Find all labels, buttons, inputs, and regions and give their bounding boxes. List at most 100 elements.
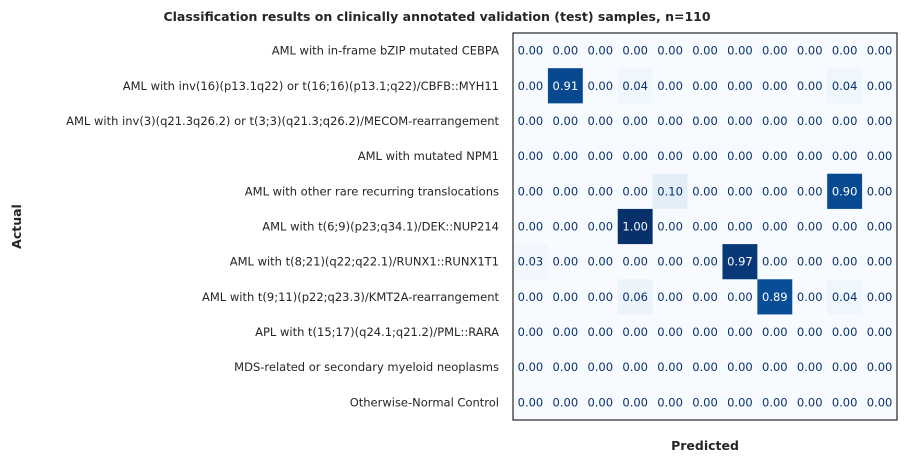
heatmap-cell xyxy=(862,384,898,421)
cell-value-label: 0.00 xyxy=(587,44,613,58)
cell-value-label: 0.90 xyxy=(832,184,858,198)
cell-value-label: 0.00 xyxy=(657,290,683,304)
cell-value-label: 0.00 xyxy=(553,114,579,128)
cell-value-label: 0.00 xyxy=(553,220,579,234)
heatmap-cell xyxy=(792,349,828,386)
heatmap-cell xyxy=(722,244,758,280)
heatmap-cell xyxy=(547,33,584,69)
heatmap-cell xyxy=(757,173,793,210)
cell-value-label: 0.00 xyxy=(518,79,544,93)
cell-value-label: 0.00 xyxy=(727,220,753,234)
cell-value-label: 1.00 xyxy=(622,220,648,234)
cell-value-label: 0.00 xyxy=(657,255,683,269)
cell-value-label: 0.00 xyxy=(867,290,893,304)
heatmap-cell xyxy=(582,349,619,386)
cell-value-label: 0.00 xyxy=(762,360,788,374)
heatmap-cell xyxy=(617,208,654,245)
cell-value-label: 0.00 xyxy=(727,395,753,409)
cell-value-label: 0.00 xyxy=(867,44,893,58)
heatmap-cell xyxy=(617,33,654,69)
heatmap-cell xyxy=(513,68,549,104)
heatmap-cell xyxy=(582,138,619,175)
heatmap-cell xyxy=(652,244,688,280)
cell-value-label: 0.00 xyxy=(657,325,683,339)
cell-value-label: 0.00 xyxy=(657,44,683,58)
plot-frame xyxy=(512,32,898,421)
heatmap-cell xyxy=(617,138,654,175)
heatmap-cell xyxy=(513,173,549,210)
heatmap-cell xyxy=(547,138,584,175)
cell-value-label: 0.00 xyxy=(518,360,544,374)
cell-value-label: 0.00 xyxy=(762,184,788,198)
heatmap-cell xyxy=(652,33,688,69)
heatmap-cell xyxy=(862,103,898,139)
cell-value-label: 0.00 xyxy=(832,360,858,374)
cell-value-label: 0.00 xyxy=(867,220,893,234)
heatmap-cell xyxy=(792,208,828,245)
heatmap-cell xyxy=(582,33,619,69)
row-tick-label: AML with in-frame bZIP mutated CEBPA xyxy=(272,44,499,58)
heatmap-cell xyxy=(827,314,863,351)
cell-value-label: 0.00 xyxy=(867,360,893,374)
heatmap-cell xyxy=(652,103,688,139)
cell-value-label: 0.00 xyxy=(692,255,718,269)
cell-value-label: 0.00 xyxy=(692,220,718,234)
cell-value-label: 0.00 xyxy=(518,395,544,409)
heatmap-cell xyxy=(513,279,549,315)
heatmap-cell xyxy=(757,33,793,69)
cell-value-label: 0.00 xyxy=(622,184,648,198)
cell-value-label: 0.00 xyxy=(797,79,823,93)
cell-value-label: 0.00 xyxy=(587,360,613,374)
heatmap-cell xyxy=(757,349,793,386)
cell-value-label: 0.00 xyxy=(622,325,648,339)
heatmap-cell xyxy=(617,244,654,280)
cell-value-label: 0.00 xyxy=(797,184,823,198)
heatmap-cell xyxy=(547,173,584,210)
row-tick-label: AML with inv(16)(p13.1q22) or t(16;16)(p… xyxy=(123,79,499,93)
heatmap-cell xyxy=(687,138,723,175)
heatmap-cell xyxy=(652,384,688,421)
cell-value-label: 0.00 xyxy=(797,44,823,58)
cell-value-label: 0.00 xyxy=(657,79,683,93)
heatmap-cell xyxy=(687,33,723,69)
heatmap-cell xyxy=(582,173,619,210)
row-tick-label: AML with t(6;9)(p23;q34.1)/DEK::NUP214 xyxy=(262,220,499,234)
heatmap-cell xyxy=(827,33,863,69)
y-axis-label: Actual xyxy=(9,204,24,249)
cell-value-label: 0.00 xyxy=(727,44,753,58)
cell-value-label: 0.00 xyxy=(518,44,544,58)
heatmap-cell xyxy=(547,68,584,104)
cell-value-label: 0.00 xyxy=(518,114,544,128)
cell-value-label: 0.00 xyxy=(832,114,858,128)
heatmap-cell xyxy=(757,68,793,104)
heatmap-cell xyxy=(792,103,828,139)
cell-value-label: 0.03 xyxy=(518,255,544,269)
cell-value-label: 0.00 xyxy=(622,114,648,128)
heatmap-cell xyxy=(722,349,758,386)
heatmap-cell xyxy=(722,138,758,175)
heatmap-cell xyxy=(722,279,758,315)
heatmap-cell xyxy=(862,349,898,386)
heatmap-cell xyxy=(827,244,863,280)
heatmap-cell xyxy=(722,384,758,421)
cell-value-label: 0.00 xyxy=(553,325,579,339)
cell-value-label: 0.97 xyxy=(727,255,753,269)
heatmap-cell xyxy=(617,314,654,351)
cell-value-label: 0.00 xyxy=(727,149,753,163)
heatmap-cell xyxy=(617,68,654,104)
cell-value-label: 0.00 xyxy=(587,290,613,304)
heatmap-cell xyxy=(862,279,898,315)
heatmap-cell xyxy=(722,314,758,351)
heatmap-cell xyxy=(862,244,898,280)
heatmap-cell xyxy=(582,103,619,139)
cell-value-label: 0.00 xyxy=(518,184,544,198)
heatmap-cell xyxy=(792,314,828,351)
heatmap-cell xyxy=(827,208,863,245)
cell-value-label: 0.00 xyxy=(587,184,613,198)
heatmap-cell xyxy=(547,349,584,386)
heatmap-cell xyxy=(513,384,549,421)
cell-value-label: 0.00 xyxy=(553,255,579,269)
heatmap-cell xyxy=(687,173,723,210)
cell-value-label: 0.00 xyxy=(832,255,858,269)
heatmap-cell xyxy=(617,279,654,315)
